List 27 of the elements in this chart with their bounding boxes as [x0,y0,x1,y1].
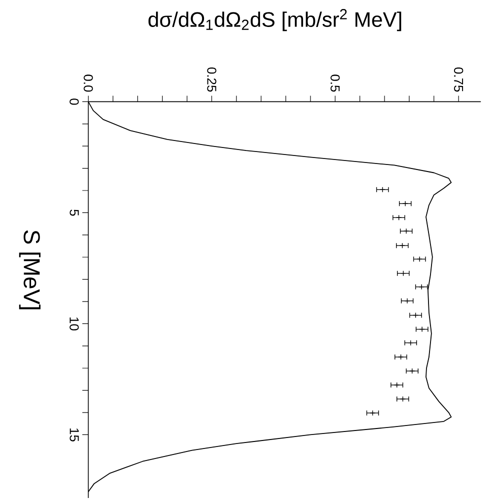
x-tick-label: 0.25 [207,67,216,92]
point [370,410,376,416]
y-tick-label: 0 [70,98,79,105]
point [419,326,425,332]
point [398,354,404,360]
point [402,200,408,206]
x-tick-label: 0.0 [84,74,93,92]
point [380,186,386,192]
point [412,312,418,318]
y-axis-title: S [MeV] [19,230,40,310]
point [416,256,422,262]
point [396,214,402,220]
point [403,228,410,234]
y-tick-label: 10 [70,318,79,330]
point [394,382,400,388]
y-tick-label: 15 [70,428,79,442]
point [400,270,406,276]
y-tick-label: 5 [70,210,79,216]
x-axis-title: dσ/dΩ$_{1}$dΩ$_{2}$dS [mb/sr$^{2}$ MeV] [148,9,402,32]
point [409,368,416,374]
x-tick-label: 0.5 [330,74,340,92]
x-tick-label: 0.75 [454,67,464,92]
point [418,284,424,290]
point [399,242,406,248]
point [400,396,406,402]
point [404,298,410,304]
point [408,340,414,346]
